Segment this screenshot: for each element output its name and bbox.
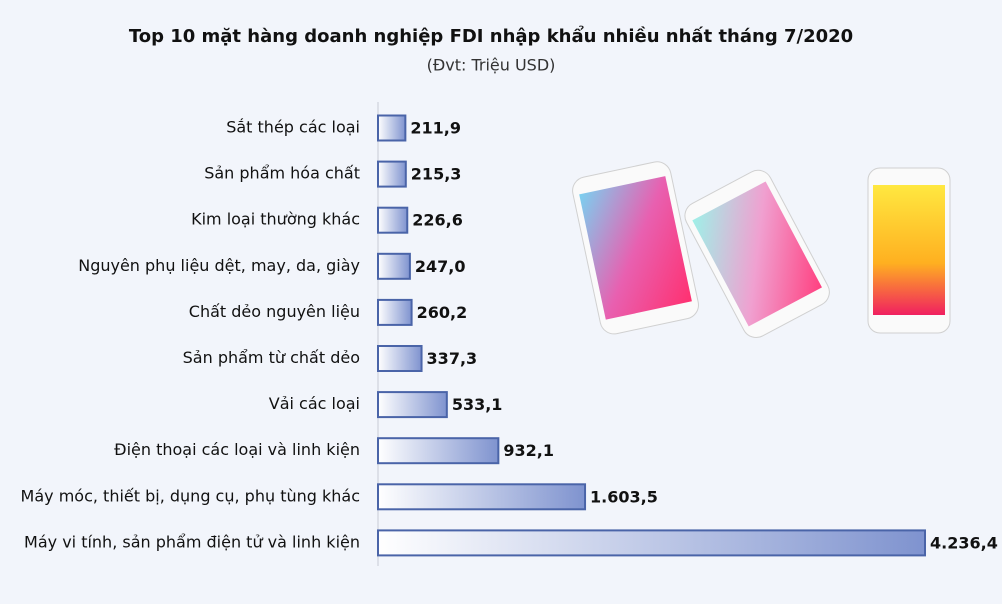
bar	[377, 114, 407, 142]
category-label: Kim loại thường khác	[191, 210, 360, 229]
chart-subtitle: (Đvt: Triệu USD)	[427, 56, 556, 75]
bar	[377, 252, 411, 280]
bar	[377, 437, 500, 465]
value-label: 211,9	[410, 119, 461, 138]
value-label: 533,1	[452, 395, 503, 414]
value-label: 4.236,4	[930, 533, 998, 552]
category-label: Chất dẻo nguyên liệu	[189, 302, 360, 321]
bar	[377, 298, 413, 326]
category-label: Điện thoại các loại và linh kiện	[114, 440, 360, 459]
chart-title: Top 10 mặt hàng doanh nghiệp FDI nhập kh…	[129, 25, 853, 47]
value-label: 932,1	[503, 441, 554, 460]
value-label: 215,3	[411, 165, 462, 184]
value-label: 1.603,5	[590, 487, 658, 506]
bar	[377, 206, 409, 234]
bar	[377, 160, 407, 188]
value-label: 247,0	[415, 257, 466, 276]
bar	[377, 483, 587, 511]
category-label: Máy móc, thiết bị, dụng cụ, phụ tùng khá…	[21, 486, 360, 505]
category-label: Vải các loại	[269, 394, 360, 413]
bar	[377, 345, 423, 372]
category-label: Sắt thép các loại	[226, 118, 360, 137]
category-label: Nguyên phụ liệu dệt, may, da, giày	[78, 256, 360, 275]
category-label: Máy vi tính, sản phẩm điện tử và linh ki…	[24, 532, 360, 551]
category-label: Sản phẩm từ chất dẻo	[183, 348, 360, 367]
category-label: Sản phẩm hóa chất	[204, 164, 360, 183]
value-label: 337,3	[427, 349, 478, 368]
phone-image	[572, 161, 951, 339]
value-label: 226,6	[412, 211, 463, 230]
value-label: 260,2	[417, 303, 468, 322]
bar	[377, 529, 926, 557]
bar	[377, 391, 448, 419]
